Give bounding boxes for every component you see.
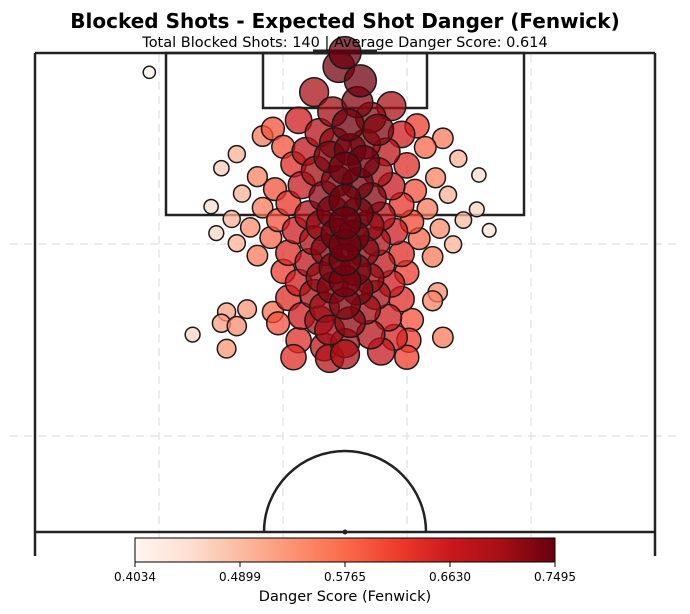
shot-point	[246, 244, 269, 267]
shot-point	[208, 224, 225, 242]
shot-point	[328, 206, 362, 240]
colorbar-label: Danger Score (Fenwick)	[259, 589, 431, 605]
colorbar-tick-label: 0.6630	[429, 570, 471, 584]
shot-point	[239, 217, 261, 238]
chart-subtitle: Total Blocked Shots: 140 | Average Dange…	[141, 35, 547, 51]
shot-point	[227, 144, 247, 164]
shot-point	[251, 196, 274, 219]
shot-point	[393, 152, 421, 179]
shot-point	[431, 326, 454, 349]
shot-point	[343, 64, 378, 98]
shot-point	[203, 198, 219, 215]
shot-point	[438, 185, 458, 204]
shot-point	[216, 338, 237, 359]
colorbar-tick-label: 0.4034	[114, 570, 156, 584]
shot-point	[328, 35, 362, 70]
colorbar-tick-label: 0.7495	[534, 570, 576, 584]
shot-point	[421, 245, 444, 268]
shot-point	[421, 290, 444, 312]
colorbar-ticks: 0.4034 0.4899 0.5765 0.6630 0.7495	[114, 562, 576, 584]
shot-point	[232, 184, 252, 203]
center-dot	[342, 529, 348, 535]
shot-point	[298, 76, 330, 108]
shot-point	[265, 311, 291, 336]
colorbar-tick-label: 0.5765	[324, 570, 366, 584]
shot-point	[246, 166, 269, 188]
shot-point	[280, 343, 307, 371]
shot-point	[260, 116, 286, 141]
shot-point	[213, 159, 230, 177]
shot-point	[449, 149, 468, 168]
shot-point	[361, 113, 395, 147]
colorbar-tick-label: 0.4899	[219, 570, 261, 584]
shot-point	[329, 339, 361, 370]
shot-point	[416, 197, 439, 220]
shot-point	[429, 218, 451, 239]
shot-point	[227, 233, 247, 253]
shot-point	[413, 135, 437, 159]
colorbar	[134, 537, 556, 563]
shot-point	[142, 65, 157, 80]
shot-point	[431, 127, 454, 150]
shot-point	[237, 299, 258, 320]
shot-point	[443, 235, 463, 254]
shot-point	[328, 151, 362, 185]
shot-point	[184, 326, 201, 343]
shot-point	[226, 315, 248, 337]
center-arc	[262, 449, 428, 533]
shot-point	[454, 211, 473, 230]
chart-title: Blocked Shots - Expected Shot Danger (Fe…	[70, 9, 619, 33]
shot-point	[481, 222, 497, 238]
shot-point	[424, 167, 447, 189]
scatter-points	[142, 35, 497, 374]
shot-point	[222, 209, 241, 229]
shot-point	[331, 108, 365, 142]
shot-point	[394, 344, 420, 370]
shot-point	[471, 167, 487, 183]
shot-point	[468, 201, 485, 218]
